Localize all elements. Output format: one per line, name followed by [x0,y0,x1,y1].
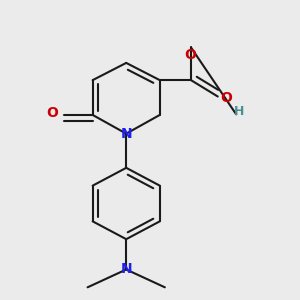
Text: O: O [220,91,232,105]
Text: O: O [184,48,196,62]
Text: H: H [233,105,244,118]
Text: N: N [120,127,132,141]
Text: O: O [46,106,58,120]
Text: N: N [120,262,132,277]
